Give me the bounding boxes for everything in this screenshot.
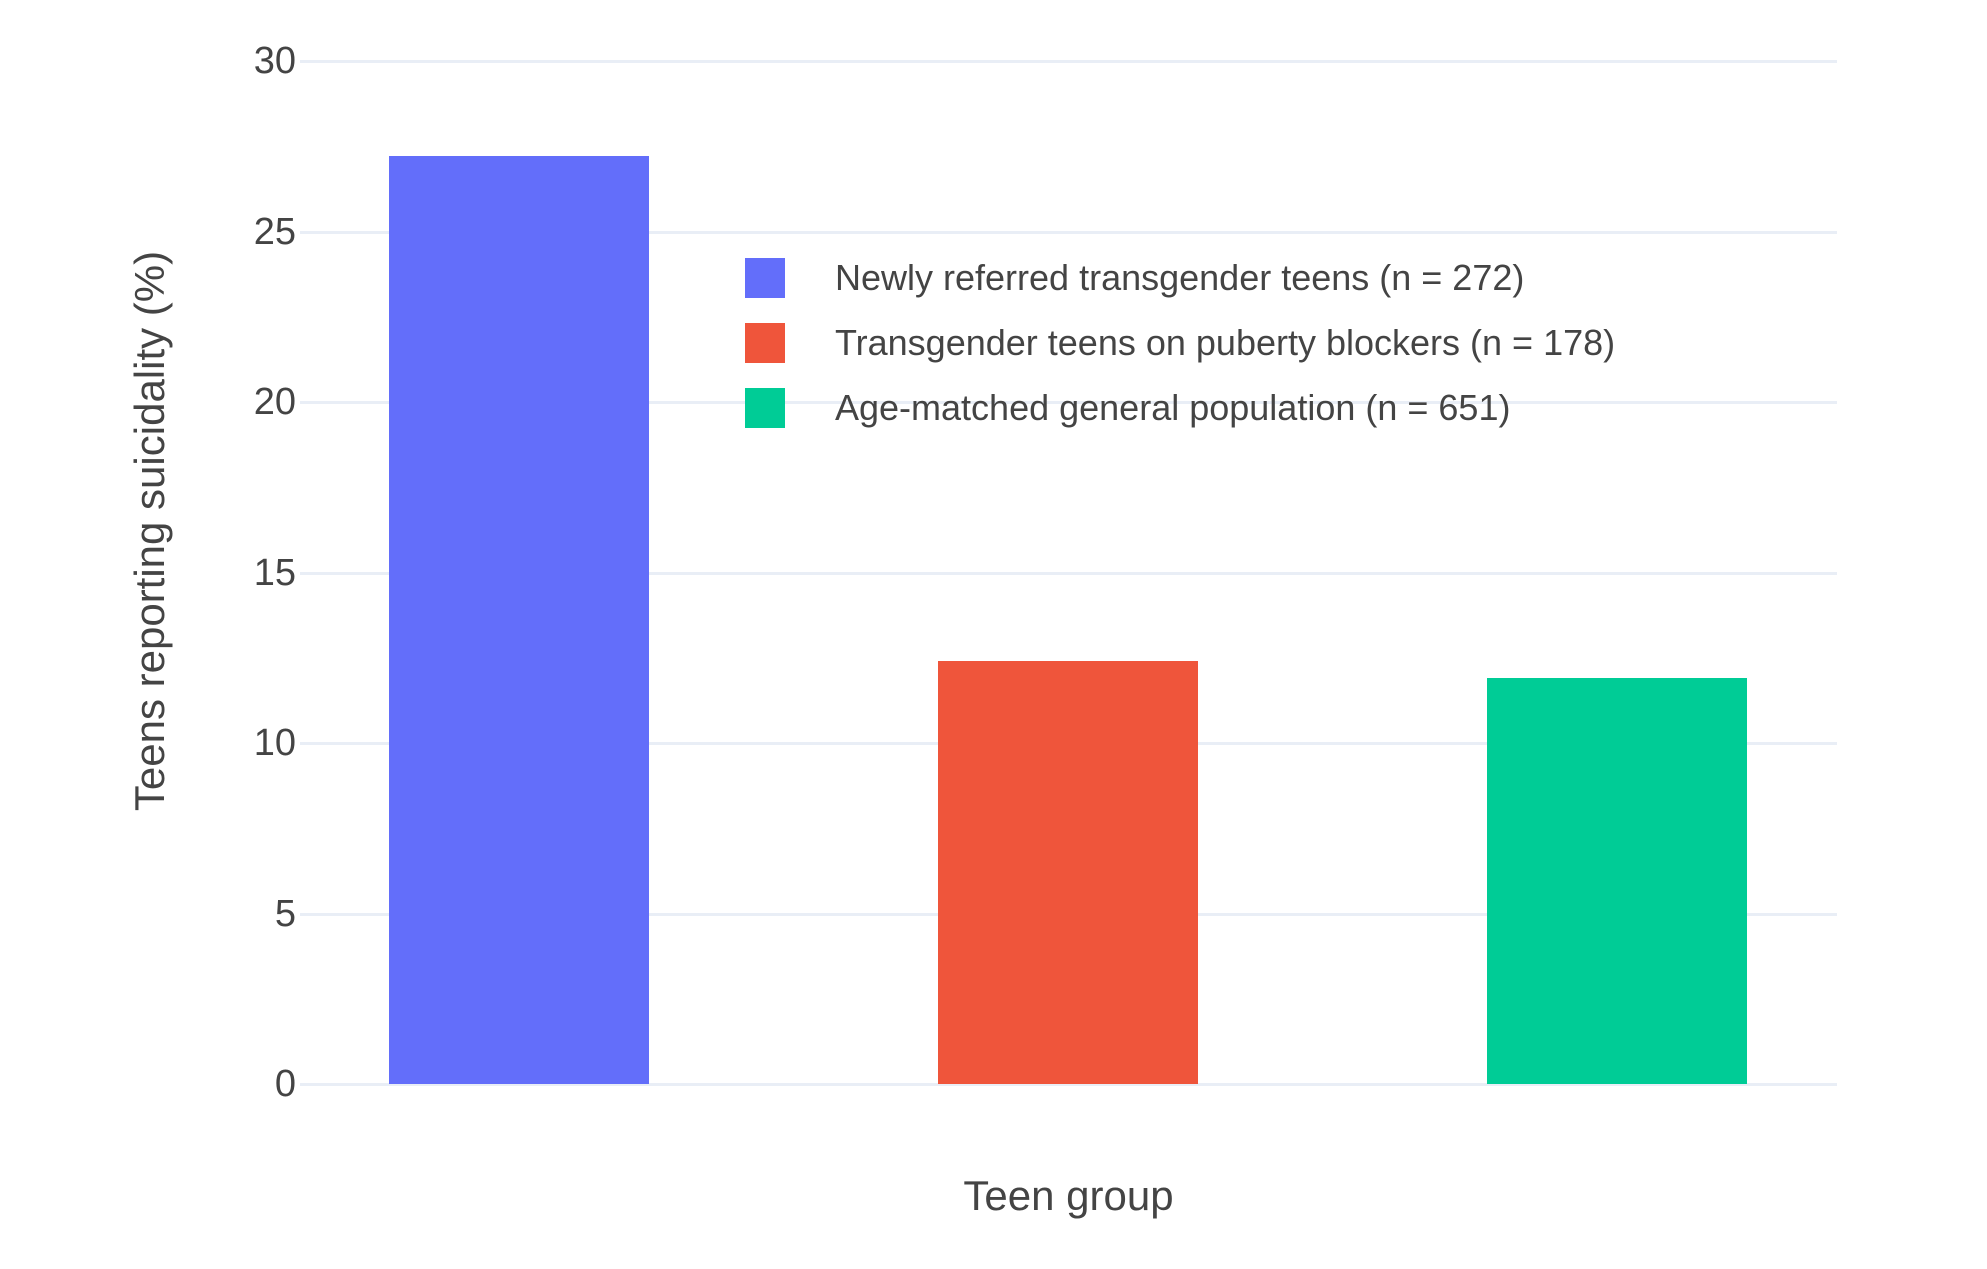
y-tick-label-0: 0: [274, 1063, 296, 1105]
legend-swatch-3: [745, 388, 785, 428]
legend-label-1: Newly referred transgender teens (n = 27…: [835, 257, 1525, 298]
y-tick-label-10: 10: [253, 722, 296, 764]
x-axis-title: Teen group: [963, 1172, 1174, 1219]
y-tick-label-30: 30: [253, 40, 296, 82]
gridline-0: [300, 1083, 1837, 1086]
legend-label-2: Transgender teens on puberty blockers (n…: [835, 322, 1616, 363]
gridline-25: [300, 230, 1837, 234]
plot-area: [300, 40, 1837, 1086]
legend-item-3[interactable]: Age-matched general population (n = 651): [745, 388, 1615, 428]
y-tick-label-25: 25: [253, 210, 296, 253]
legend-item-2[interactable]: Transgender teens on puberty blockers (n…: [745, 323, 1615, 363]
gridline-15: [300, 571, 1837, 575]
bar-1[interactable]: [389, 156, 649, 1084]
y-tick-label-20: 20: [253, 381, 296, 423]
y-tick-label-15: 15: [253, 551, 296, 594]
legend: Newly referred transgender teens (n = 27…: [745, 258, 1615, 428]
legend-swatch-1: [745, 258, 785, 298]
legend-swatch-2: [745, 323, 785, 363]
bar-3[interactable]: [1487, 678, 1747, 1084]
legend-item-1[interactable]: Newly referred transgender teens (n = 27…: [745, 258, 1615, 298]
y-tick-label-5: 5: [274, 892, 296, 935]
gridline-30: [300, 60, 1837, 63]
legend-label-3: Age-matched general population (n = 651): [835, 387, 1511, 428]
gridline-20: [300, 401, 1837, 404]
bar-2[interactable]: [938, 661, 1198, 1084]
